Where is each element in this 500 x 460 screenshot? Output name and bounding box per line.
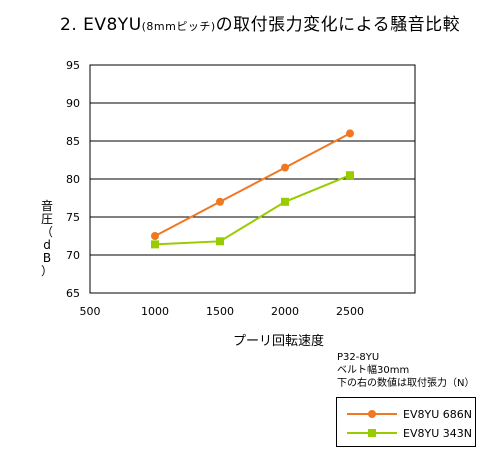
data-point xyxy=(151,240,159,249)
chart-title-pitch: (8mmピッチ) xyxy=(141,20,216,33)
y-tick-label: 70 xyxy=(66,249,80,262)
y-tick-label: 95 xyxy=(66,59,80,72)
y-axis-label-char: 圧 xyxy=(40,212,53,226)
legend-item-686n: EV8YU 686N xyxy=(345,406,473,422)
data-point xyxy=(346,171,354,180)
legend-item-343n: EV8YU 343N xyxy=(345,425,473,441)
y-axis-label-char: B xyxy=(42,251,52,265)
series-line xyxy=(154,174,351,246)
data-point xyxy=(346,129,354,138)
legend-marker-686n xyxy=(347,410,397,418)
y-axis-label-char: d xyxy=(43,238,51,252)
legend-label-343n: EV8YU 343N xyxy=(403,427,472,440)
chart-title-main: 2. EV8YU xyxy=(60,15,142,35)
data-point xyxy=(216,197,224,206)
data-point xyxy=(151,232,159,240)
x-tick-label: 2500 xyxy=(336,305,364,318)
y-axis-label-char: （ xyxy=(40,225,53,239)
x-axis-label: プーリ回転速度 xyxy=(233,334,325,349)
x-tick-label: 2000 xyxy=(271,305,299,318)
legend-label-686n: EV8YU 686N xyxy=(403,408,472,421)
series-line xyxy=(154,132,351,237)
data-point xyxy=(281,197,289,206)
y-tick-label: 65 xyxy=(66,287,80,300)
y-axis-label-char: ） xyxy=(40,264,53,278)
chart-notes: P32-8YU ベルト幅30mm 下の右の数値は取付張力（N） xyxy=(337,351,474,390)
note-model: P32-8YU xyxy=(337,352,380,363)
x-tick-label: 1000 xyxy=(141,305,169,318)
plot-area xyxy=(89,64,416,294)
x-tick-label: 500 xyxy=(80,305,101,318)
y-axis-label-char: 音 xyxy=(40,199,53,213)
y-tick-label: 85 xyxy=(66,135,80,148)
data-point xyxy=(281,163,289,172)
note-tension: 下の右の数値は取付張力（N） xyxy=(337,378,475,389)
y-tick-label: 90 xyxy=(66,97,80,110)
x-tick-label: 1500 xyxy=(206,305,234,318)
legend-marker-343n xyxy=(347,429,397,437)
y-axis-label: 音圧（d B） xyxy=(40,200,54,278)
legend: EV8YU 686N EV8YU 343N xyxy=(336,397,476,447)
data-point xyxy=(216,237,224,246)
y-tick-label: 80 xyxy=(66,173,80,186)
chart-title: 2. EV8YU(8mmピッチ)の取付張力変化による騒音比較 xyxy=(60,10,460,35)
y-tick-label: 75 xyxy=(66,211,80,224)
note-belt-width: ベルト幅30mm xyxy=(337,365,410,376)
chart-title-rest: の取付張力変化による騒音比較 xyxy=(215,15,461,35)
